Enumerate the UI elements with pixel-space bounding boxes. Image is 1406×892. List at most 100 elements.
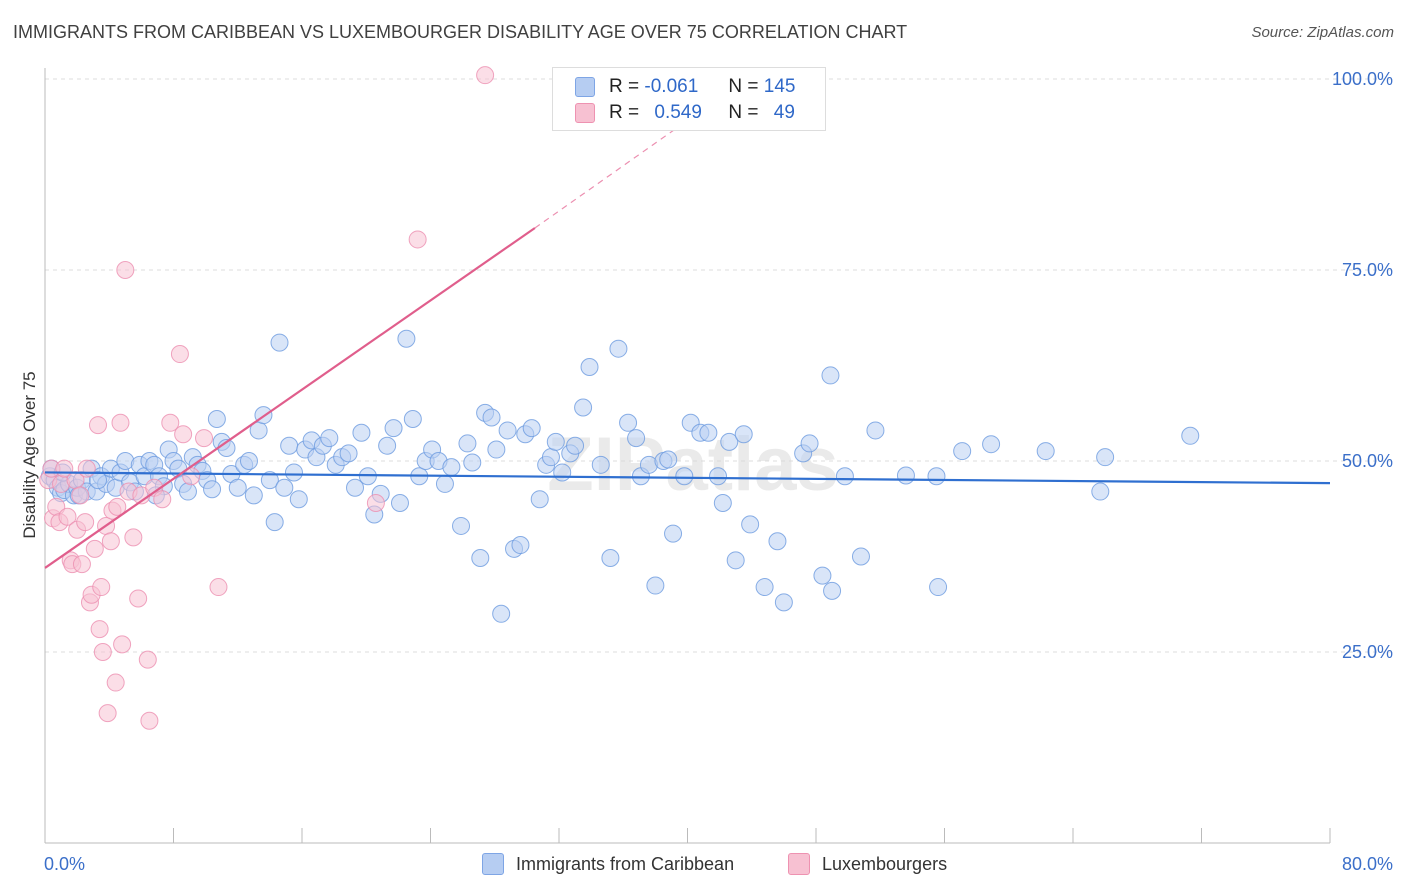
luxembourger-point (209, 578, 228, 597)
caribbean-point (203, 480, 222, 499)
caribbean-point (813, 566, 832, 585)
luxembourger-point (408, 230, 427, 249)
caribbean-point (927, 467, 946, 486)
luxembourger-point (98, 704, 117, 723)
luxembourger-point (89, 416, 108, 435)
caribbean-point (471, 549, 490, 568)
caribbean-point (1091, 482, 1110, 501)
caribbean-point (713, 494, 732, 513)
caribbean-point (207, 409, 226, 428)
caribbean-point (541, 448, 560, 467)
caribbean-point (866, 421, 885, 440)
bottom-legend-label: Immigrants from Caribbean (516, 853, 735, 874)
caribbean-point (953, 442, 972, 461)
luxembourger-point (111, 413, 130, 432)
caribbean-point (378, 436, 397, 455)
caribbean-point (275, 478, 294, 497)
y-tick-label: 100.0% (1332, 69, 1393, 89)
luxembourger-point (76, 513, 95, 532)
luxembourger-point (108, 497, 127, 516)
caribbean-point (352, 423, 371, 442)
caribbean-point (239, 452, 258, 470)
caribbean-point (768, 532, 787, 551)
caribbean-point (734, 425, 753, 444)
x-tick-label-min: 0.0% (44, 854, 85, 874)
luxembourger-point (153, 490, 172, 509)
bottom-legend-label: Luxembourgers (822, 853, 948, 874)
caribbean-point (619, 413, 638, 432)
caribbean-point (627, 429, 646, 448)
caribbean-point (851, 547, 870, 566)
caribbean-point (244, 486, 263, 505)
caribbean-point (260, 471, 279, 490)
caribbean-point (492, 604, 511, 623)
y-axis-label: Disability Age Over 75 (20, 371, 39, 538)
legend-row-caribbean: R = -0.061 N = 145 (575, 75, 795, 99)
caribbean-point (646, 576, 665, 595)
caribbean-point (442, 458, 461, 477)
caribbean-point (522, 419, 541, 438)
caribbean-point (566, 436, 585, 455)
legend-swatch-pink (575, 103, 595, 123)
caribbean-point (699, 423, 718, 442)
luxembourger-point (366, 494, 385, 513)
caribbean-point (346, 478, 365, 497)
y-tick-labels: 25.0% 50.0% 75.0% 100.0% (1332, 69, 1393, 662)
legend-r-label: R = (609, 102, 640, 123)
legend-r-value: 0.549 (654, 102, 702, 123)
caribbean-point (511, 536, 530, 555)
caribbean-point (709, 467, 728, 486)
caribbean-point (339, 444, 358, 463)
luxembourger-point (93, 643, 112, 661)
caribbean-point (823, 581, 842, 600)
bottom-legend-swatch-blue (482, 853, 504, 875)
series-luxembourgers (39, 66, 495, 730)
caribbean-point (228, 478, 247, 497)
luxembourger-point (77, 459, 96, 478)
caribbean-point (458, 434, 477, 453)
caribbean-point (609, 339, 628, 358)
luxembourger-point (170, 345, 189, 364)
chart-source: Source: ZipAtlas.com (1251, 24, 1394, 41)
caribbean-point (498, 421, 517, 440)
legend-swatch-blue (575, 77, 595, 97)
caribbean-point (280, 436, 299, 455)
caribbean-point (726, 551, 745, 570)
caribbean-point (580, 358, 599, 377)
chart-title: IMMIGRANTS FROM CARIBBEAN VS LUXEMBOURGE… (13, 22, 908, 42)
caribbean-point (546, 432, 565, 451)
caribbean-point (800, 434, 819, 453)
caribbean-point (284, 463, 303, 482)
caribbean-point (741, 515, 760, 534)
caribbean-point (397, 329, 416, 348)
caribbean-point (384, 419, 403, 438)
luxembourger-point (138, 650, 157, 669)
caribbean-point (178, 482, 197, 501)
legend-n-value: 49 (773, 102, 795, 123)
caribbean-point (452, 516, 471, 535)
caribbean-point (530, 490, 549, 509)
luxembourger-point (85, 539, 104, 558)
caribbean-point (270, 333, 289, 352)
luxembourger-point (58, 507, 77, 526)
caribbean-point (390, 494, 409, 513)
caribbean-point (755, 578, 774, 597)
grid-lines (45, 78, 1392, 653)
y-tick-label: 75.0% (1342, 260, 1393, 280)
legend-r-label: R = (609, 76, 640, 97)
luxembourger-point (101, 532, 120, 551)
correlation-legend: R = -0.061 N = 145 R = 0.549 N = 49 (552, 67, 826, 131)
luxembourger-point (90, 620, 109, 639)
caribbean-point (821, 366, 840, 385)
y-tick-label: 50.0% (1342, 451, 1393, 471)
legend-n-value: 145 (763, 76, 796, 97)
caribbean-point (774, 593, 793, 612)
trend-line-luxembourgers (44, 227, 536, 569)
legend-n-label: N = (728, 102, 759, 123)
caribbean-point (574, 398, 593, 417)
caribbean-point (664, 524, 683, 543)
caribbean-point (929, 578, 948, 597)
legend-n-label: N = (728, 76, 759, 97)
x-tick-label-max: 80.0% (1342, 854, 1393, 874)
luxembourger-point (476, 66, 495, 85)
